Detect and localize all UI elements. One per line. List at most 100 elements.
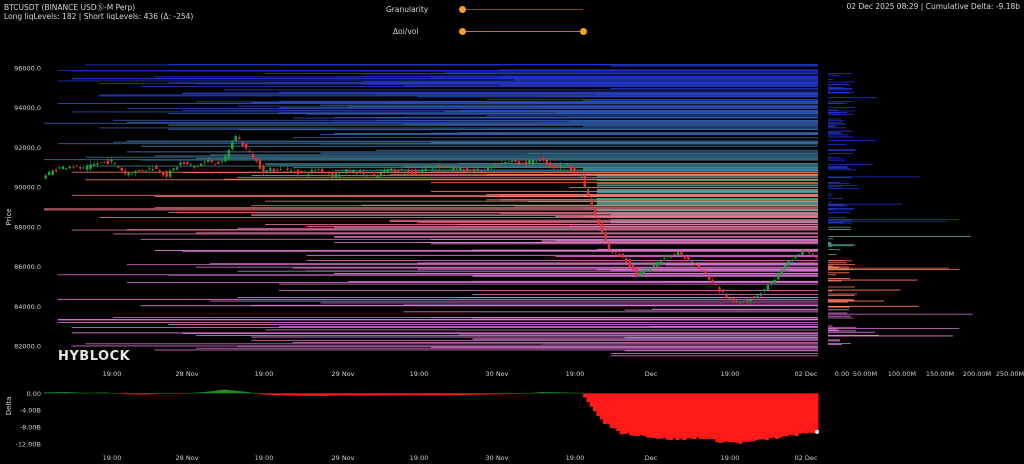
delta-x-tick-label: 29 Nov — [331, 454, 354, 462]
candle — [528, 160, 531, 164]
candle — [815, 256, 818, 258]
delta-bar — [348, 393, 353, 396]
candle — [794, 256, 797, 259]
candle — [234, 136, 237, 142]
candle — [193, 165, 196, 168]
delta-bar — [126, 393, 131, 395]
candle — [117, 166, 120, 168]
delta-bar — [543, 392, 548, 394]
candle — [666, 255, 669, 257]
delta-bar — [143, 393, 147, 395]
candle — [393, 169, 396, 172]
candle — [790, 260, 794, 262]
candle — [535, 161, 538, 163]
granularity-slider-knob[interactable] — [458, 6, 466, 13]
candle — [555, 166, 559, 168]
candle — [732, 297, 735, 302]
candle — [120, 167, 123, 172]
delta-bar — [130, 393, 134, 395]
candle — [756, 295, 759, 299]
delta-x-tick-label: 30 Nov — [485, 454, 508, 462]
candle — [452, 166, 455, 170]
price-x-tick-label: Dec — [645, 370, 658, 378]
delta-bar — [113, 393, 118, 394]
delta-bar — [70, 392, 75, 394]
price-x-tick-label: 19:00 — [410, 370, 429, 378]
delta-bar — [67, 392, 71, 394]
candle — [725, 294, 728, 298]
candle — [51, 170, 54, 176]
delta-bar — [480, 393, 485, 395]
candle — [711, 279, 714, 283]
candle — [524, 161, 528, 165]
price-x-tick-label: 30 Nov — [485, 370, 508, 378]
delta-bar — [659, 393, 663, 439]
delta-bar — [252, 393, 257, 394]
candle — [434, 167, 438, 169]
oivol-slider-track[interactable] — [462, 31, 583, 32]
delta-bar — [397, 393, 402, 396]
delta-bar — [371, 393, 376, 396]
candle — [656, 261, 659, 267]
candle — [559, 164, 562, 169]
candle — [718, 287, 721, 292]
delta-bar — [358, 393, 362, 396]
candle — [165, 171, 168, 177]
delta-bar — [192, 392, 197, 394]
oivol-slider-knob-min[interactable] — [458, 28, 466, 35]
candle — [587, 189, 590, 197]
delta-bar — [589, 393, 594, 407]
delta-bar — [579, 392, 584, 394]
candle — [417, 171, 421, 173]
candle — [282, 171, 286, 173]
candle — [428, 166, 431, 168]
granularity-slider-track[interactable] — [462, 9, 583, 10]
candle — [448, 166, 452, 168]
candle — [186, 162, 189, 165]
candle — [497, 165, 500, 167]
delta-bar — [811, 393, 816, 434]
price-x-tick-label: 19:00 — [103, 370, 122, 378]
candle — [217, 161, 220, 165]
candle — [238, 137, 241, 140]
candle — [659, 261, 662, 264]
candle — [597, 218, 600, 225]
candle — [549, 162, 552, 167]
candle — [251, 154, 255, 160]
delta-last-point — [815, 429, 819, 434]
delta-bar — [163, 393, 167, 394]
candle — [255, 158, 258, 162]
delta-bar — [202, 392, 207, 394]
delta-bar — [262, 393, 267, 395]
delta-bar — [606, 393, 611, 424]
delta-bar — [708, 393, 713, 439]
candle — [355, 172, 358, 174]
price-x-tick-label: 02 Dec — [795, 370, 818, 378]
price-x-tick-label: 28 Nov — [175, 370, 198, 378]
delta-x-tick-label: 19:00 — [721, 454, 740, 462]
candle — [358, 170, 362, 173]
delta-bar — [500, 393, 505, 395]
candle — [258, 160, 262, 169]
delta-bar — [318, 393, 323, 396]
delta-bar — [156, 393, 161, 395]
delta-bar — [490, 393, 495, 395]
candle — [483, 169, 486, 171]
delta-bar — [351, 393, 356, 396]
oivol-slider-knob[interactable] — [579, 28, 587, 35]
delta-bar — [245, 392, 250, 394]
candle — [607, 242, 611, 250]
delta-bar — [153, 393, 157, 395]
delta-bar — [328, 393, 333, 396]
delta-bar — [778, 393, 783, 438]
candle — [739, 302, 742, 304]
delta-bar — [550, 392, 554, 394]
delta-bar — [374, 393, 379, 396]
delta-bar — [808, 393, 812, 433]
delta-bar — [394, 393, 399, 396]
delta-bar — [222, 389, 227, 394]
delta-bar — [761, 393, 766, 440]
delta-bar — [695, 393, 700, 438]
delta-bar — [424, 393, 429, 396]
price-tick-label: 90000.0 — [14, 184, 41, 192]
